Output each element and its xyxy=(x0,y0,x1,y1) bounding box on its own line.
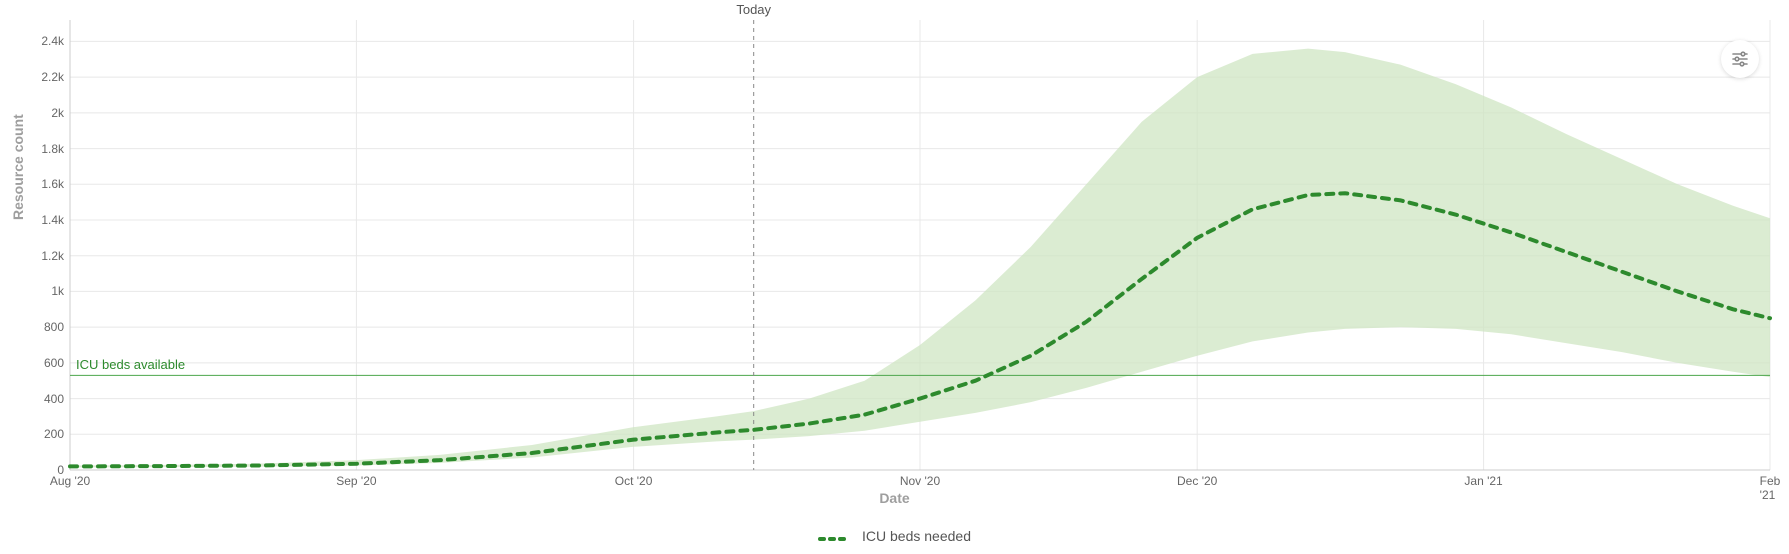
x-tick-label: Aug '20 xyxy=(50,474,90,488)
y-tick-label: 400 xyxy=(44,392,64,406)
sliders-icon xyxy=(1731,50,1749,68)
x-tick-label: Nov '20 xyxy=(900,474,940,488)
icu-available-label: ICU beds available xyxy=(76,357,185,372)
x-tick-label: Dec '20 xyxy=(1177,474,1217,488)
today-marker-label: Today xyxy=(736,2,771,17)
legend-series-label: ICU beds needed xyxy=(862,528,971,544)
x-tick-label: Oct '20 xyxy=(615,474,653,488)
y-tick-label: 200 xyxy=(44,427,64,441)
y-tick-label: 2k xyxy=(51,106,64,120)
x-tick-label: Jan '21 xyxy=(1464,474,1502,488)
chart-legend: ICU beds needed xyxy=(0,528,1789,544)
y-tick-label: 1k xyxy=(51,284,64,298)
y-axis-title: Resource count xyxy=(10,114,26,220)
y-tick-label: 1.8k xyxy=(41,142,64,156)
x-axis-title: Date xyxy=(0,490,1789,506)
y-tick-label: 1.6k xyxy=(41,177,64,191)
y-tick-label: 2.4k xyxy=(41,34,64,48)
x-tick-label: Sep '20 xyxy=(336,474,376,488)
chart-settings-button[interactable] xyxy=(1721,40,1759,78)
chart-container: Resource count ICU beds available 020040… xyxy=(0,0,1789,554)
plot-area: ICU beds available 02004006008001k1.2k1.… xyxy=(70,20,1770,470)
y-tick-label: 1.4k xyxy=(41,213,64,227)
chart-svg xyxy=(70,20,1770,470)
y-tick-label: 2.2k xyxy=(41,70,64,84)
y-tick-label: 600 xyxy=(44,356,64,370)
legend-line-sample xyxy=(818,528,848,544)
y-tick-label: 1.2k xyxy=(41,249,64,263)
y-tick-label: 800 xyxy=(44,320,64,334)
